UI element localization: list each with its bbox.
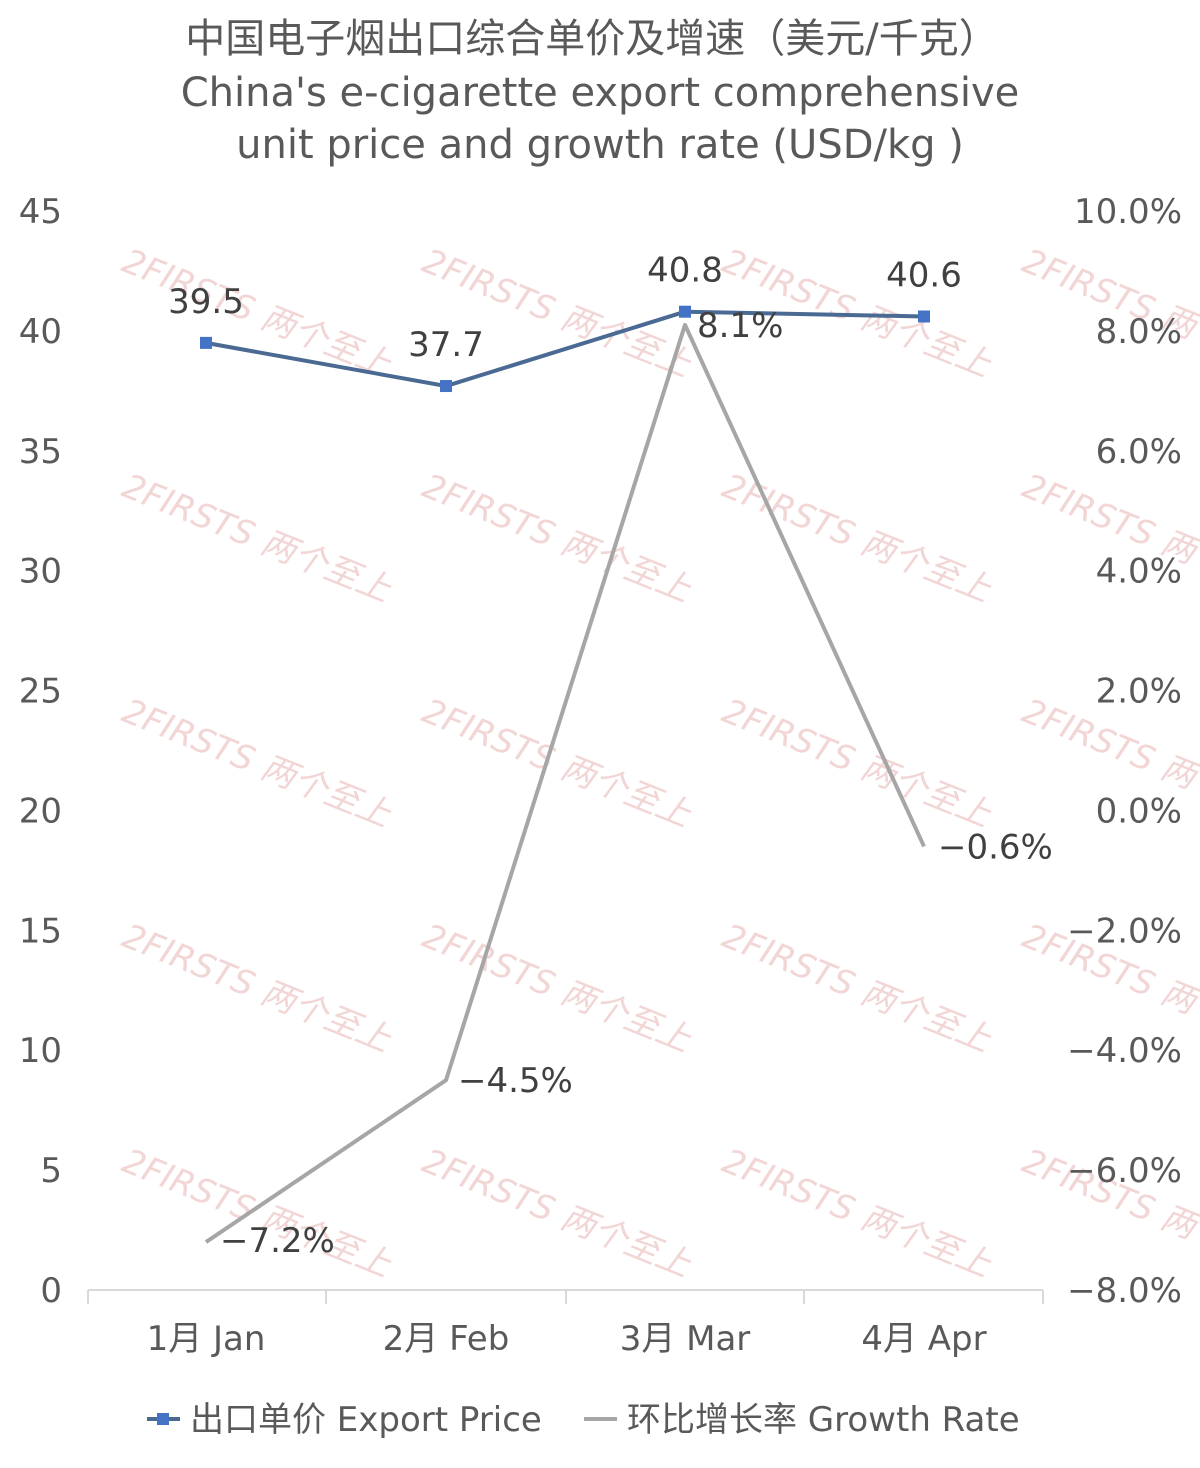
watermark-4-2: 2FIRSTS 两个至上 — [717, 1141, 998, 1285]
watermark-3-2: 2FIRSTS 两个至上 — [717, 916, 998, 1060]
left-tick-label: 35 — [19, 432, 62, 472]
right-tick-label: −4.0% — [1067, 1031, 1182, 1071]
left-tick-label: 25 — [19, 672, 62, 712]
legend: 出口单价 Export Price 环比增长率 Growth Rate — [147, 1400, 1020, 1440]
right-tick-label: 4.0% — [1096, 552, 1182, 592]
growth-rate-data-label: −7.2% — [220, 1221, 335, 1261]
right-tick-label: 0.0% — [1096, 791, 1182, 831]
chart-title-line-3: unit price and growth rate (USD/kg ) — [236, 122, 964, 168]
export-price-data-label: 37.7 — [408, 325, 484, 365]
chart-title-line-2: China's e-cigarette export comprehensive — [181, 70, 1020, 116]
right-tick-label: 6.0% — [1096, 432, 1182, 472]
left-tick-label: 5 — [40, 1151, 62, 1191]
right-tick-label: −2.0% — [1067, 911, 1182, 951]
left-tick-label: 30 — [19, 552, 62, 592]
watermark-4-1: 2FIRSTS 两个至上 — [417, 1141, 698, 1285]
series-layer — [200, 305, 930, 1244]
growth-rate-line — [204, 322, 926, 1244]
left-tick-label: 0 — [40, 1271, 62, 1311]
watermark-2-0: 2FIRSTS 两个至上 — [117, 691, 398, 835]
right-tick-label: 8.0% — [1096, 312, 1182, 352]
export-price-data-label: 40.8 — [647, 251, 723, 291]
right-y-axis: −8.0% −6.0% −4.0% −2.0% 0.0% 2.0% 4.0% 6.0% 8.0%… — [1067, 192, 1182, 1311]
export-price-line — [205, 309, 925, 389]
right-tick-label: −8.0% — [1067, 1271, 1182, 1311]
growth-rate-data-label: 8.1% — [697, 306, 783, 346]
export-price-data-label: 39.5 — [168, 282, 244, 322]
chart-title: 中国电子烟出口综合单价及增速（美元/千克） China's e-cigarett… — [181, 16, 1020, 168]
x-tick-label: 1月 Jan — [147, 1319, 266, 1359]
x-axis: 1月 Jan 2月 Feb 3月 Mar 4月 Apr — [87, 1289, 1044, 1359]
right-tick-label: 2.0% — [1096, 672, 1182, 712]
growth-rate-data-label: −0.6% — [938, 827, 1053, 867]
legend-marker-export-price — [157, 1413, 169, 1425]
growth-rate-data-label: −4.5% — [458, 1061, 573, 1101]
data-labels: −7.2% −4.5% 8.1% −0.6% 39.5 37.7 40.8 40.6 — [168, 251, 1053, 1261]
watermark-1-1: 2FIRSTS 两个至上 — [417, 466, 698, 610]
export-price-data-label: 40.6 — [886, 256, 962, 296]
watermark-1-0: 2FIRSTS 两个至上 — [117, 466, 398, 610]
watermark-2-1: 2FIRSTS 两个至上 — [417, 691, 698, 835]
left-tick-label: 15 — [19, 911, 62, 951]
watermark-4-0: 2FIRSTS 两个至上 — [117, 1141, 398, 1285]
right-tick-label: −6.0% — [1067, 1151, 1182, 1191]
legend-label-export-price: 出口单价 Export Price — [190, 1400, 542, 1440]
export-price-marker — [679, 305, 691, 318]
export-price-marker — [440, 380, 452, 393]
x-tick-label: 2月 Feb — [383, 1319, 510, 1359]
watermark-2-2: 2FIRSTS 两个至上 — [717, 691, 998, 835]
watermark-layer: 2FIRSTS 两个至上 2FIRSTS 两个至上 2FIRSTS 两个至上 2FIR… — [117, 241, 1200, 1285]
export-price-marker — [200, 336, 212, 349]
left-tick-label: 10 — [19, 1031, 62, 1071]
watermark-0-0: 2FIRSTS 两个至上 — [117, 241, 398, 385]
legend-label-growth-rate: 环比增长率 Growth Rate — [627, 1400, 1020, 1440]
left-tick-label: 20 — [19, 791, 62, 831]
left-tick-label: 45 — [19, 192, 62, 232]
left-tick-label: 40 — [19, 312, 62, 352]
left-y-axis: 0 5 10 15 20 25 30 35 40 45 — [19, 192, 62, 1311]
export-price-marker — [918, 310, 930, 323]
watermark-3-0: 2FIRSTS 两个至上 — [117, 916, 398, 1060]
x-tick-label: 4月 Apr — [861, 1319, 986, 1359]
chart-title-line-1: 中国电子烟出口综合单价及增速（美元/千克） — [185, 16, 998, 62]
x-tick-label: 3月 Mar — [620, 1319, 751, 1359]
right-tick-label: 10.0% — [1074, 192, 1182, 232]
